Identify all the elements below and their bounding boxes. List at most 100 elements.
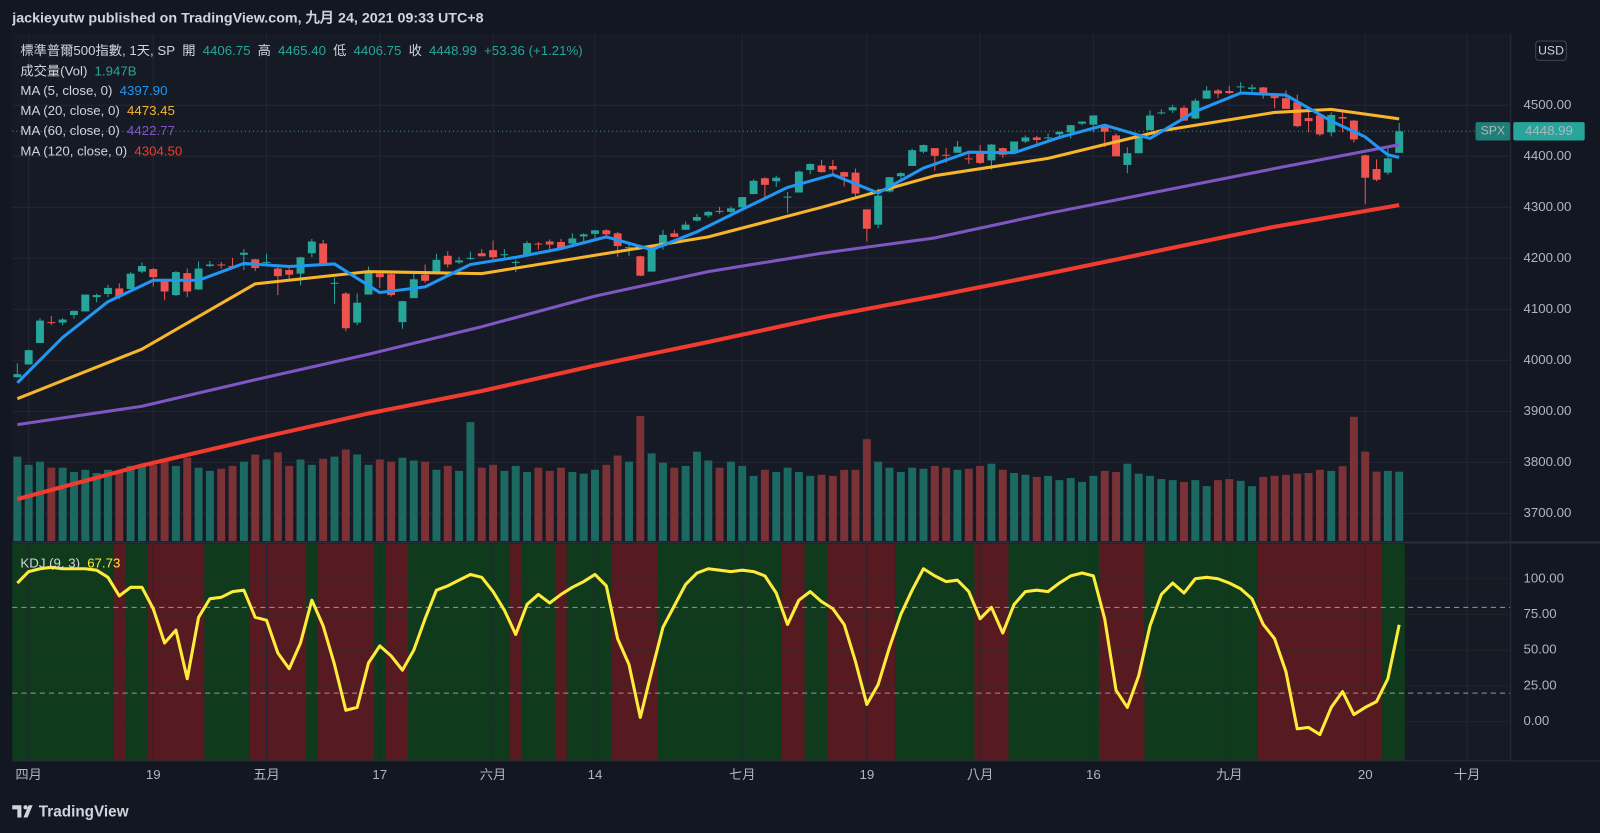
kd-zone [974,544,1009,761]
candle-body [421,274,430,281]
candle-body [1032,137,1041,140]
candle-body [568,238,577,244]
volume-bar [81,469,90,541]
volume-bar [511,465,520,541]
branding: TradingView [39,803,129,820]
candle-body [1191,100,1200,119]
candle-body [930,148,939,156]
candle-body [36,320,44,344]
volume-bar [625,461,633,541]
candle-body [1383,158,1392,173]
kd-background [12,544,1405,761]
volume-bar [998,469,1007,541]
volume-bar [171,465,180,541]
volume-bar [307,464,316,541]
candle-body [489,250,498,258]
logo-icon [12,805,33,818]
candle-body [1134,134,1143,154]
candle-body [443,255,452,265]
volume-bar [137,464,146,541]
volume-bar [738,465,747,541]
volume-bar [692,451,701,541]
volume-bar [455,470,464,541]
volume-bar [330,456,339,541]
volume-bar [1134,473,1143,541]
volume-bar [1157,479,1166,541]
volume-bar [36,461,44,541]
candle-body [330,282,339,284]
volume-bar [217,468,226,541]
volume-bar [760,469,769,541]
legend-name: 成交量(Vol) [20,62,87,78]
y-tick-label: 4000.00 [1523,352,1571,367]
candle-body [647,245,656,272]
x-tick-label: 20 [1358,767,1373,782]
candle-body [137,265,146,272]
candle-body [160,279,169,292]
candle-body [1100,124,1109,132]
candle-body [908,150,917,166]
legend-ohlc-label: 低 [333,43,346,58]
logo-dot [23,805,28,810]
volume-bar [851,469,860,541]
volume-bar [659,462,667,541]
candle-body [625,247,633,249]
legend-line: 標準普爾500指數, 1天, SP 開 4406.75 高 4465.40 低 4406.7… [20,42,582,58]
volume-bar [726,461,735,541]
volume-bar [466,422,475,541]
last-price-symbol: SPX [1481,124,1505,138]
volume-bar [636,416,645,541]
candle-body [1214,90,1222,94]
volume-bar [930,465,939,541]
x-tick-label: 19 [146,767,161,782]
candle-body [726,208,735,212]
volume-bar [1055,480,1064,541]
volume-bar [387,461,396,541]
currency-box [1535,40,1567,61]
candle-body [1089,115,1098,125]
kd-zone [827,544,896,761]
y-tick-label: 4500.00 [1523,97,1571,112]
kd-zone [385,544,409,761]
candle-body [1395,131,1404,153]
candle-body [398,301,407,323]
volume-bar [398,457,407,541]
x-tick-label: 十月 [1454,767,1481,782]
x-tick-label: 八月 [967,767,994,782]
legend-line: MA (5, close, 0) 4397.90 [20,82,167,97]
front-layer: 四月 19 五月 17 六月 14 七月 19 八月 16 九月 20 十月 3700.00 3800.00… [12,42,1585,782]
candle-body [1338,117,1347,119]
x-tick-label: 九月 [1216,767,1243,782]
candle-body [545,241,554,245]
last-price-symbol-box [1475,122,1511,141]
kd-zone [1099,544,1145,761]
volume-bar [251,454,260,541]
ma-line [17,143,1400,427]
volume-bar [613,455,622,541]
candle-body [1044,137,1053,139]
legend-value: 67.73 [87,555,120,570]
candle-body [534,243,543,245]
volume-bar [1304,473,1313,541]
volume-bar [896,471,905,541]
candle-body [1361,155,1370,178]
candle-body [602,230,611,235]
legend-value: 4473.45 [127,103,175,118]
candle-body [817,165,826,173]
kd-zone [113,544,125,761]
volume-bar [285,465,294,541]
candle-body [1010,141,1019,153]
candle-body [783,196,792,198]
candle-body [772,177,781,182]
candle-body [353,302,362,323]
candle-body [466,257,475,259]
volume-bar [149,464,158,541]
x-tick-label: 16 [1086,767,1101,782]
candle-body [1270,96,1279,99]
volume-bar [591,469,599,541]
volume-bar [1338,466,1347,541]
volume-bar [1112,471,1120,541]
volume-bar [1372,471,1381,541]
volume-bar [568,471,577,541]
volume-bar [70,471,78,541]
